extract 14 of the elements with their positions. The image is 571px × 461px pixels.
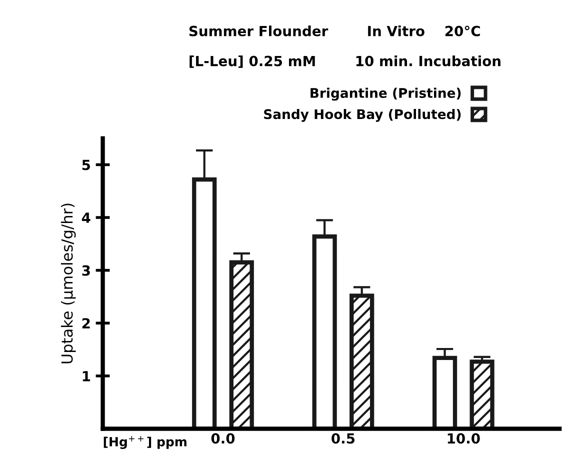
y-axis-title: Uptake (μmoles/g/hr) bbox=[60, 204, 76, 364]
x-tick-label: 0.5 bbox=[332, 433, 355, 444]
y-tick-label: 2 bbox=[82, 318, 90, 328]
legend-label: Brigantine (Pristine) bbox=[310, 88, 461, 101]
x-axis-title: [Hg$^{++}$] ppm bbox=[104, 436, 186, 449]
chart-subtitle: [L-Leu] 0.25 mM 10 min. Incubation bbox=[190, 56, 500, 68]
legend-label: Sandy Hook Bay (Polluted) bbox=[264, 108, 461, 122]
chart-title: Summer Flounder In Vitro 20°C bbox=[189, 26, 480, 36]
x-tick-label: 10.0 bbox=[448, 433, 480, 444]
y-tick-label: 5 bbox=[82, 160, 90, 170]
y-tick-label: 4 bbox=[82, 212, 90, 223]
y-tick-label: 1 bbox=[82, 371, 90, 382]
y-tick-label: 3 bbox=[82, 265, 90, 276]
x-tick-label: 0.0 bbox=[211, 433, 235, 444]
